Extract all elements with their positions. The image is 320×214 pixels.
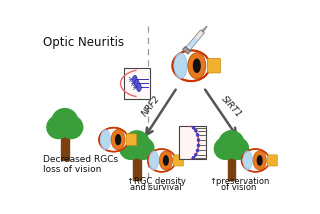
Ellipse shape [197, 144, 200, 147]
Bar [228, 158, 235, 180]
FancyBboxPatch shape [268, 155, 277, 166]
Text: loss of vision: loss of vision [43, 165, 101, 174]
Ellipse shape [192, 126, 195, 129]
Ellipse shape [197, 138, 200, 142]
Polygon shape [202, 25, 208, 32]
Ellipse shape [159, 151, 172, 170]
Ellipse shape [242, 149, 269, 172]
Bar [179, 126, 206, 159]
Ellipse shape [149, 151, 159, 170]
Ellipse shape [194, 153, 197, 156]
Ellipse shape [137, 83, 141, 92]
Text: Optic Neuritis: Optic Neuritis [43, 36, 124, 49]
Ellipse shape [219, 131, 244, 156]
Ellipse shape [132, 75, 137, 83]
Ellipse shape [194, 129, 197, 132]
FancyBboxPatch shape [126, 134, 137, 146]
Bar [124, 68, 150, 99]
Polygon shape [188, 38, 198, 48]
Ellipse shape [115, 134, 121, 145]
Text: and survival: and survival [131, 183, 182, 192]
Ellipse shape [227, 138, 248, 159]
Ellipse shape [120, 138, 141, 159]
Text: of vision: of vision [221, 183, 257, 192]
Ellipse shape [196, 149, 199, 152]
Ellipse shape [253, 151, 266, 170]
FancyBboxPatch shape [207, 58, 220, 73]
Text: Decreased RGCs: Decreased RGCs [43, 155, 118, 164]
FancyBboxPatch shape [173, 155, 184, 166]
Bar [61, 137, 69, 160]
Ellipse shape [100, 129, 110, 150]
Ellipse shape [132, 138, 154, 159]
Ellipse shape [172, 50, 210, 81]
Ellipse shape [134, 79, 139, 88]
Ellipse shape [243, 151, 252, 170]
Ellipse shape [193, 58, 201, 73]
Ellipse shape [174, 53, 187, 79]
Ellipse shape [192, 156, 195, 159]
Ellipse shape [214, 138, 236, 159]
Ellipse shape [257, 155, 263, 166]
Ellipse shape [163, 155, 169, 166]
Ellipse shape [99, 128, 128, 152]
Text: ↑RGC density: ↑RGC density [127, 177, 186, 186]
Ellipse shape [111, 129, 125, 150]
Ellipse shape [47, 116, 70, 138]
Ellipse shape [60, 116, 83, 138]
Ellipse shape [124, 131, 149, 156]
Polygon shape [182, 46, 191, 54]
Text: NRF2: NRF2 [140, 94, 162, 119]
Ellipse shape [148, 149, 176, 172]
Text: SIRT1: SIRT1 [220, 94, 244, 119]
Ellipse shape [188, 53, 206, 79]
Bar [133, 158, 141, 180]
Text: ↑preservation: ↑preservation [209, 177, 269, 186]
Polygon shape [186, 30, 204, 50]
Ellipse shape [196, 134, 199, 137]
Ellipse shape [52, 108, 78, 134]
